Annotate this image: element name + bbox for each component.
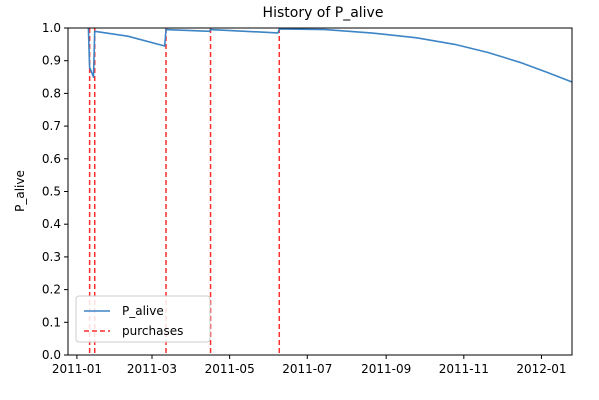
x-tick-label: 2012-01 [516,362,566,376]
y-tick-label: 0.0 [42,348,61,362]
p-alive-line [87,28,572,83]
y-axis-label: P_alive [13,170,27,212]
y-tick-label: 0.1 [42,315,61,329]
y-tick-label: 0.3 [42,250,61,264]
y-axis-ticks: 0.0 0.1 0.2 0.3 0.4 0.5 0.6 0.7 0.8 0.9 1.0 [42,21,68,362]
y-tick-label: 0.9 [42,54,61,68]
legend-label-p-alive: P_alive [122,304,164,318]
x-tick-label: 2011-03 [127,362,177,376]
y-tick-label: 0.4 [42,217,61,231]
y-tick-label: 1.0 [42,21,61,35]
legend: P_alive purchases [75,295,211,343]
x-tick-label: 2011-09 [361,362,411,376]
x-tick-label: 2011-01 [52,362,102,376]
legend-label-purchases: purchases [122,324,183,338]
x-tick-label: 2011-07 [282,362,332,376]
x-tick-label: 2011-05 [205,362,255,376]
y-tick-label: 0.8 [42,86,61,100]
y-tick-label: 0.7 [42,119,61,133]
x-axis-ticks: 2011-01 2011-03 2011-05 2011-07 2011-09 2011-… [52,355,567,376]
y-tick-label: 0.6 [42,152,61,166]
y-tick-label: 0.5 [42,185,61,199]
y-tick-label: 0.2 [42,283,61,297]
chart-title: History of P_alive [263,5,384,21]
x-tick-label: 2011-11 [439,362,489,376]
